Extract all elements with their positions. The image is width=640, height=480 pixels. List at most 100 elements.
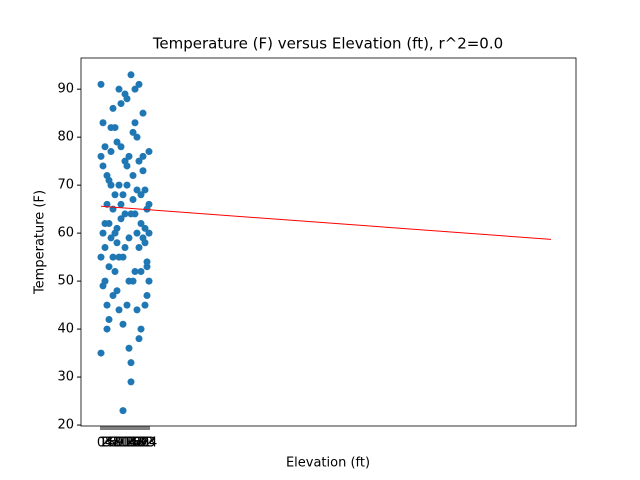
point — [143, 258, 151, 266]
point — [103, 172, 111, 180]
point — [115, 85, 123, 93]
x-tick-label: 7 — [111, 436, 119, 451]
point — [117, 200, 125, 208]
point — [141, 186, 149, 194]
point — [111, 268, 119, 276]
point — [109, 291, 117, 299]
x-axis-label: Elevation (ft) — [286, 456, 370, 471]
x-tick-label: 8 — [113, 436, 121, 451]
point — [119, 191, 127, 199]
point — [129, 128, 137, 136]
point — [145, 277, 153, 285]
point — [133, 306, 141, 314]
point — [139, 109, 147, 117]
x-tick-label: 2 — [101, 436, 109, 451]
point — [109, 104, 117, 112]
point — [115, 253, 123, 261]
point — [129, 172, 137, 180]
point — [115, 181, 123, 189]
x-tick-label: 21 — [135, 436, 152, 451]
point — [121, 210, 129, 218]
point — [139, 152, 147, 160]
point — [141, 301, 149, 309]
x-tick-label: 22 — [137, 436, 154, 451]
plot-frame — [80, 57, 577, 427]
point — [123, 162, 131, 170]
point — [107, 148, 115, 156]
point — [105, 315, 113, 323]
x-tick-label: 15 — [123, 436, 140, 451]
x-tick-label: 18 — [129, 436, 146, 451]
point — [143, 291, 151, 299]
point — [121, 90, 129, 98]
x-tick-label: 14 — [121, 436, 138, 451]
y-tick-label: 50 — [57, 274, 74, 289]
x-tick-label: 6 — [109, 436, 117, 451]
point — [97, 152, 105, 160]
point — [133, 186, 141, 194]
point — [101, 143, 109, 151]
y-tick-label: 70 — [57, 178, 74, 193]
y-axis-label: Temperature (F) — [33, 190, 48, 295]
point — [131, 268, 139, 276]
x-tick-label: 16 — [125, 436, 142, 451]
x-tick-label: 24 — [141, 436, 158, 451]
point — [137, 191, 145, 199]
point — [129, 196, 137, 204]
point — [133, 133, 141, 141]
point — [117, 100, 125, 108]
point — [99, 119, 107, 127]
point — [145, 229, 153, 237]
point — [129, 277, 137, 285]
point — [125, 234, 133, 242]
point — [127, 71, 135, 79]
point — [127, 359, 135, 367]
point — [127, 378, 135, 386]
x-tick-label: 1 — [99, 436, 107, 451]
point — [99, 162, 107, 170]
x-tick-label: 4 — [105, 436, 113, 451]
point — [107, 124, 115, 132]
x-tick-label: 5 — [107, 436, 115, 451]
y-tick-label: 20 — [57, 418, 74, 433]
point — [113, 239, 121, 247]
point — [103, 325, 111, 333]
point — [97, 253, 105, 261]
point — [133, 229, 141, 237]
x-tick-label: 12 — [117, 436, 134, 451]
point — [103, 301, 111, 309]
point — [141, 224, 149, 232]
point — [131, 119, 139, 127]
point — [145, 148, 153, 156]
point — [115, 306, 123, 314]
y-tick-label: 90 — [57, 82, 74, 97]
point — [139, 234, 147, 242]
point — [117, 215, 125, 223]
point — [123, 301, 131, 309]
y-tick-label: 60 — [57, 226, 74, 241]
point — [107, 234, 115, 242]
point — [137, 220, 145, 228]
point — [117, 143, 125, 151]
x-tick-label: 13 — [119, 436, 136, 451]
point — [135, 80, 143, 88]
x-tick-label: 23 — [139, 436, 156, 451]
point — [143, 263, 151, 271]
x-tick-label: 17 — [127, 436, 144, 451]
point — [111, 191, 119, 199]
y-tick-label: 80 — [57, 130, 74, 145]
x-tick-label: 9 — [115, 436, 123, 451]
x-tick-label: 3 — [103, 436, 111, 451]
x-tick-label: 0 — [97, 436, 105, 451]
point — [139, 167, 147, 175]
point — [125, 152, 133, 160]
point — [105, 263, 113, 271]
point — [127, 210, 135, 218]
y-tick-label: 40 — [57, 322, 74, 337]
point — [99, 229, 107, 237]
point — [119, 320, 127, 328]
point — [119, 407, 127, 415]
x-tick-label: 20 — [133, 436, 150, 451]
point — [137, 268, 145, 276]
